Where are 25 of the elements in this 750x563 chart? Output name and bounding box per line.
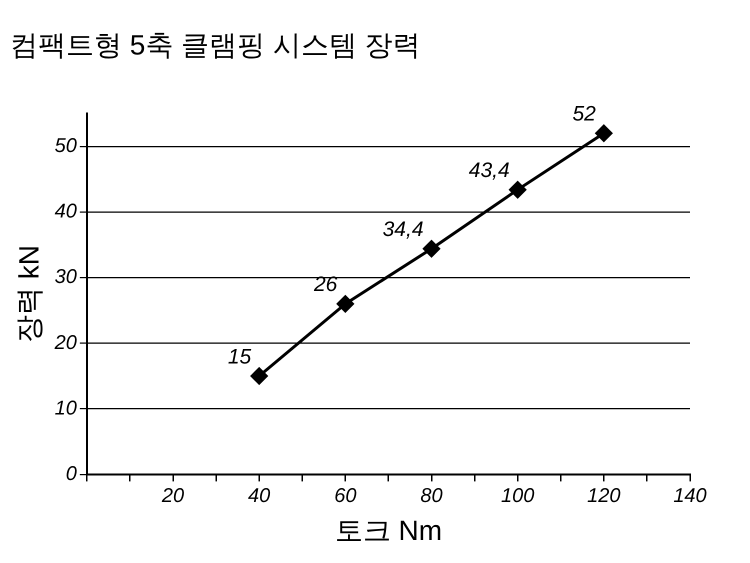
point [250, 368, 268, 384]
data-label: 52 [572, 102, 596, 126]
x-tick-label: 20 [160, 484, 184, 507]
data-label: 15 [228, 345, 252, 368]
point [423, 240, 440, 258]
y-tick-label: 0 [66, 462, 77, 485]
y-tick-label: 20 [54, 332, 77, 354]
x-tick-label: 140 [673, 484, 707, 507]
y-tick-label: 50 [54, 134, 77, 157]
data-label: 34,4 [382, 218, 424, 242]
point [595, 124, 612, 142]
x-tick-label: 40 [248, 484, 270, 507]
x-tick-label: 60 [334, 484, 356, 507]
x-axis-title: 토크 Nm [334, 514, 442, 546]
y-tick-label: 30 [54, 266, 77, 288]
x-tick-label: 100 [500, 484, 534, 507]
y-axis-title: 장력 kN [14, 245, 45, 343]
chart-title: 컴팩트형 5축 클램핑 시스템 장력 [10, 30, 421, 61]
point [336, 295, 354, 312]
x-tick-label: 120 [587, 484, 621, 507]
y-tick-label: 10 [54, 397, 77, 420]
y-tick-label: 40 [54, 200, 77, 223]
data-label: 43,4 [468, 159, 510, 182]
point [509, 181, 526, 198]
x-tick-label: 80 [420, 484, 443, 507]
